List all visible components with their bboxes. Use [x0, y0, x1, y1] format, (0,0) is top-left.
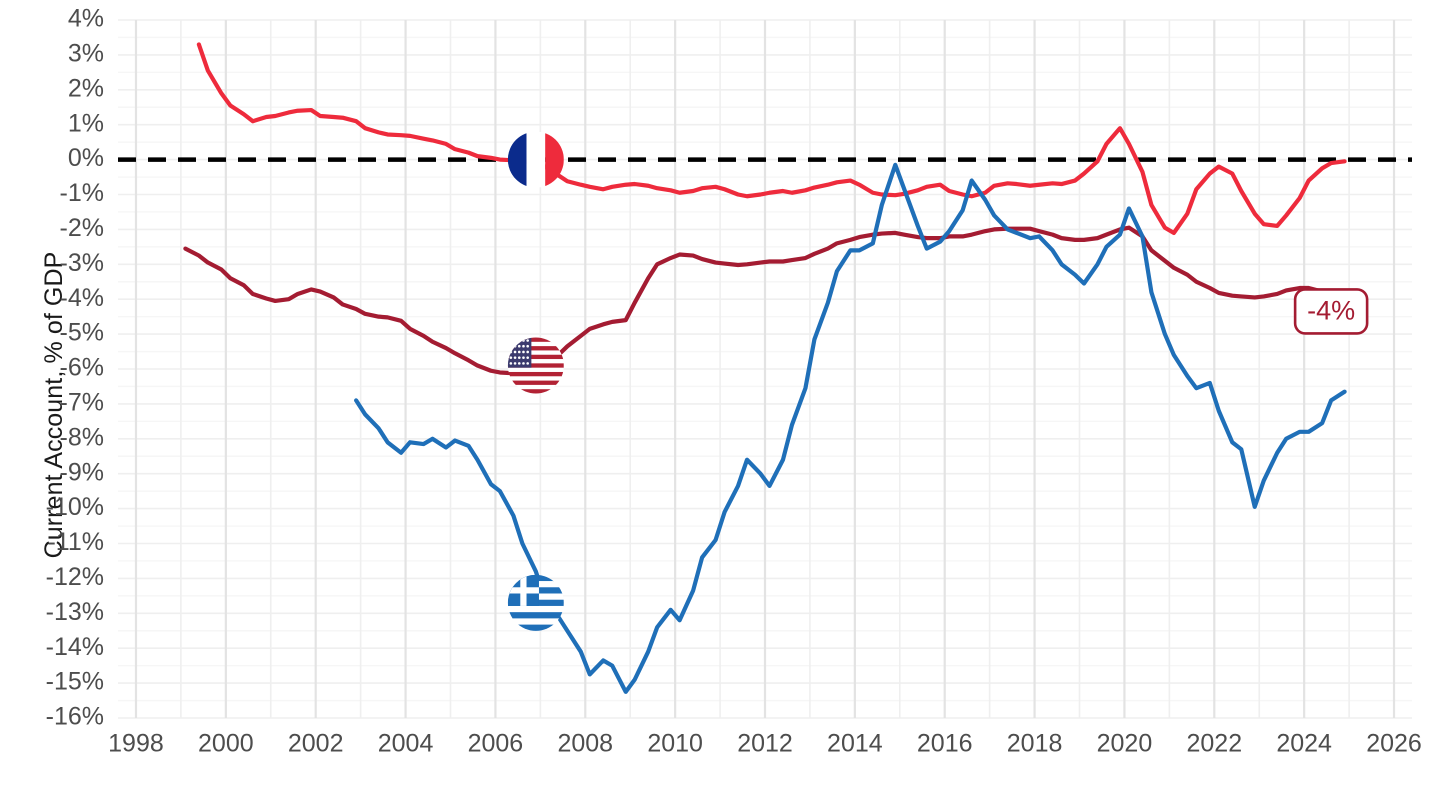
y-axis-tick-label: -3%: [60, 249, 104, 277]
y-axis-tick-label: 1%: [68, 109, 104, 137]
y-axis-tick-label: -10%: [46, 493, 104, 521]
y-axis-tick-label: -15%: [46, 668, 104, 696]
y-axis-tick-label: 4%: [68, 5, 104, 33]
x-axis-tick-labels: 1998 2000 2002 2004 2006 2008 2010 2012 2014 2016…: [108, 730, 1422, 758]
x-axis-tick-label: 2014: [827, 730, 883, 758]
series-line-united-states: [183, 225, 1347, 376]
x-axis-tick-label: 2008: [557, 730, 613, 758]
callout-box: [1293, 288, 1369, 335]
x-axis-tick-label: 2012: [737, 730, 793, 758]
series-line-france: [196, 42, 1347, 235]
y-axis-tick-label: 3%: [68, 40, 104, 68]
y-axis-tick-label: -5%: [60, 319, 104, 347]
y-axis-tick-label: -6%: [60, 354, 104, 382]
united-states-flag-marker: [507, 337, 564, 394]
series-lines: [183, 42, 1347, 694]
france-endpoint-callout: -4%: [1293, 288, 1369, 335]
y-axis-tick-label: -12%: [46, 563, 104, 591]
y-axis-tick-label: -9%: [60, 458, 104, 486]
flag-markers: [507, 131, 564, 631]
x-axis-tick-label: 2006: [468, 730, 524, 758]
y-axis-tick-labels: 4% 3% 2% 1% 0% -1% -2% -3% -4% -5% -6% -7% -8% -9% -10…: [46, 5, 104, 731]
y-axis-tick-label: -1%: [60, 179, 104, 207]
y-axis-tick-label: 0%: [68, 144, 104, 172]
x-axis-tick-label: 2000: [198, 730, 254, 758]
annotations: -4%: [1293, 288, 1369, 335]
x-axis-tick-label: 2004: [378, 730, 434, 758]
x-axis-tick-label: 1998: [108, 730, 164, 758]
y-axis-tick-label: -4%: [60, 284, 104, 312]
y-axis-tick-label: -16%: [46, 703, 104, 731]
x-axis-tick-label: 2020: [1097, 730, 1153, 758]
y-axis-tick-label: -13%: [46, 598, 104, 626]
x-axis-tick-label: 2022: [1186, 730, 1242, 758]
y-axis-tick-label: -14%: [46, 633, 104, 661]
y-axis-tick-label: 2%: [68, 74, 104, 102]
y-axis-tick-label: -8%: [60, 423, 104, 451]
france-flag-marker: [507, 131, 564, 188]
x-axis-tick-label: 2024: [1276, 730, 1332, 758]
greece-flag-marker: [507, 574, 564, 631]
y-axis-tick-label: -2%: [60, 214, 104, 242]
x-axis-tick-label: 2026: [1366, 730, 1422, 758]
y-axis-tick-label: -11%: [47, 528, 104, 556]
x-axis-tick-label: 2002: [288, 730, 344, 758]
x-axis-tick-label: 2010: [647, 730, 703, 758]
y-axis-tick-label: -7%: [60, 389, 104, 417]
series-line-greece: [354, 162, 1347, 694]
x-axis-tick-label: 2018: [1007, 730, 1063, 758]
callout-label: -4%: [1307, 296, 1355, 326]
x-axis-tick-label: 2016: [917, 730, 973, 758]
